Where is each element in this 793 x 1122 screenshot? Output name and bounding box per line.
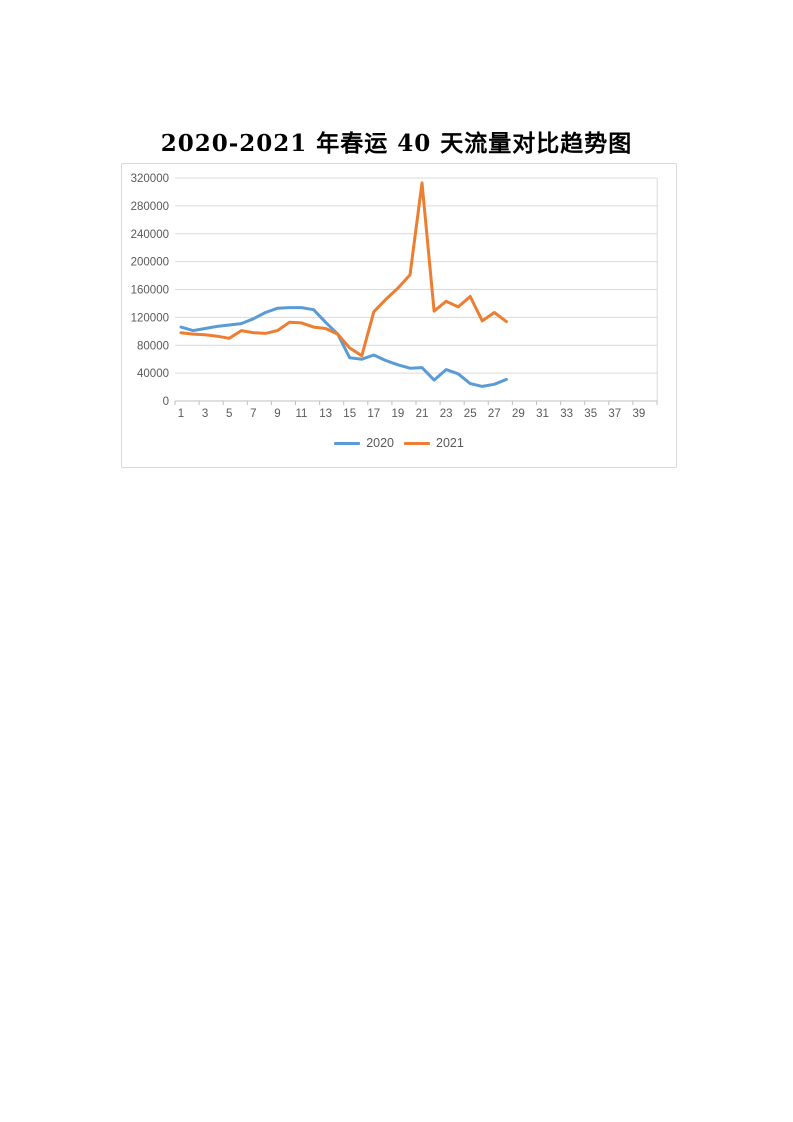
x-axis-label-23: 23 (440, 408, 453, 420)
x-axis-label-29: 29 (512, 408, 525, 420)
chart-title: 2020-2021 年春运 40 天流量对比趋势图 (160, 130, 633, 157)
chart-area: 0 40000 80000 120000 160000 200000 240000 28000… (121, 163, 677, 468)
legend-item-2020: 2020 (334, 436, 394, 450)
x-axis-label-37: 37 (608, 408, 621, 420)
x-axis-label-31: 31 (536, 408, 549, 420)
x-axis-label-21: 21 (416, 408, 429, 420)
x-axis-label-17: 17 (367, 408, 380, 420)
x-axis-label-13: 13 (319, 408, 332, 420)
legend-label-2021: 2021 (436, 436, 464, 450)
legend-swatch-2021-line-icon (404, 441, 430, 445)
line-chart-canvas: 0 40000 80000 120000 160000 200000 240000 28000… (131, 173, 658, 420)
series-line-2020 (179, 306, 508, 388)
y-axis-label-320000: 320000 (131, 173, 169, 185)
legend-label-2020: 2020 (366, 436, 394, 450)
x-axis-label-11: 11 (296, 408, 308, 420)
x-axis-label-3: 3 (202, 408, 208, 420)
y-axis-label-200000: 200000 (131, 257, 169, 269)
x-axis-label-33: 33 (560, 408, 573, 420)
x-axis-label-9: 9 (274, 408, 280, 420)
x-axis-label-25: 25 (464, 408, 477, 420)
x-axis-label-5: 5 (226, 408, 232, 420)
x-axis-label-1: 1 (178, 408, 184, 420)
series-line-2021 (179, 181, 508, 358)
x-axis-label-7: 7 (250, 408, 256, 420)
y-axis-label-160000: 160000 (131, 285, 169, 297)
y-axis-label-80000: 80000 (137, 340, 169, 352)
legend-item-2021: 2021 (404, 436, 464, 450)
x-axis-label-15: 15 (343, 408, 356, 420)
x-axis-label-27: 27 (488, 408, 501, 420)
y-axis-label-240000: 240000 (131, 229, 169, 241)
y-axis-label-120000: 120000 (131, 312, 169, 324)
x-axis-label-35: 35 (584, 408, 597, 420)
y-axis-label-280000: 280000 (131, 201, 169, 213)
y-axis-label-0: 0 (163, 396, 169, 408)
y-axis-label-40000: 40000 (137, 368, 169, 380)
x-axis-label-39: 39 (633, 408, 646, 420)
chart-legend: 2020 2021 (122, 436, 676, 450)
x-axis-label-19: 19 (392, 408, 405, 420)
legend-swatch-2020-line-icon (334, 441, 361, 445)
